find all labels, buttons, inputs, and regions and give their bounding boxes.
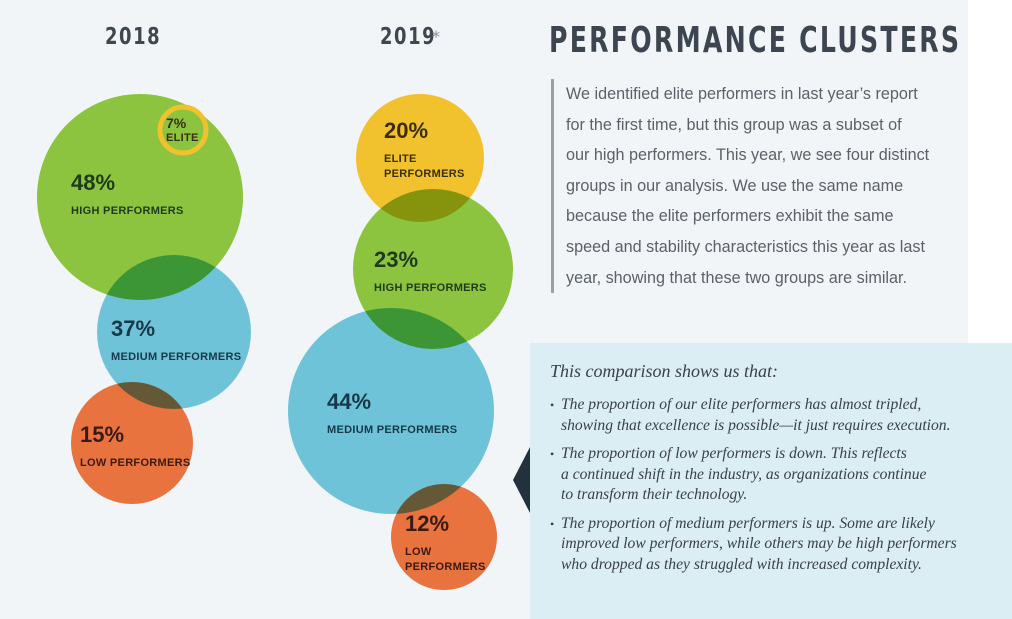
intro-line: because the elite performers exhibit the… [566, 207, 894, 226]
bubble-name-label: HIGH PERFORMERS [374, 282, 487, 294]
bubble-rings [157, 104, 209, 156]
bubble-low-2019 [391, 484, 497, 590]
intro-line: We identified elite performers in last y… [566, 85, 918, 103]
bubble-name-label: ELITE [384, 153, 417, 165]
callout-heading: This comparison shows us that: [550, 361, 779, 381]
year-label-2018: 2018 [105, 24, 162, 50]
bubble-value-label: 12% [405, 511, 449, 536]
bubble-low-2018 [71, 382, 193, 504]
bullet-icon: • [550, 447, 555, 461]
intro-line: year, showing that these two groups are … [566, 268, 908, 287]
page-title: PERFORMANCE CLUSTERS [549, 20, 962, 61]
intro-paragraph: We identified elite performers in last y… [551, 79, 956, 294]
callout-item-line: The proportion of low performers is down… [561, 445, 907, 462]
callout-item-line: to transform their technology. [561, 486, 748, 503]
bubble-high-2018 [37, 94, 243, 300]
bubble-name-label: LOW [405, 546, 432, 558]
bullet-icon: • [550, 398, 555, 412]
bubble-name-label: PERFORMERS [405, 561, 486, 573]
callout-item: • The proportion of low performers is do… [550, 444, 957, 506]
callout-item: • The proportion of medium performers is… [550, 514, 957, 576]
bubble-value-label: 23% [374, 247, 418, 272]
bubble-medium-2019 [288, 308, 494, 514]
callout-item-line: The proportion of our elite performers h… [561, 396, 922, 413]
bubble-value-label: 44% [327, 389, 371, 414]
callout-pointer-arrow [513, 447, 530, 513]
callout-item: • The proportion of our elite performers… [550, 395, 957, 436]
year-footnote-marker: * [432, 27, 440, 46]
year-label-2019: 2019 [380, 24, 437, 50]
bubble-name-label: LOW PERFORMERS [80, 457, 191, 469]
bubble-name-label: HIGH PERFORMERS [71, 205, 184, 217]
bubble-value-label: 37% [111, 316, 155, 341]
bubble-elite-ring-2018 [157, 104, 209, 156]
callout-item-line: showing that excellence is possible—it j… [561, 416, 951, 434]
bubble-value-label: 20% [384, 118, 428, 143]
intro-line: speed and stability characteristics this… [566, 237, 925, 256]
callout-item-line: improved low performers, while others ma… [561, 535, 957, 552]
bubble-value-label: 48% [71, 170, 115, 195]
callout-list: • The proportion of our elite performers… [550, 395, 957, 583]
bubble-name-label: MEDIUM PERFORMERS [327, 424, 457, 436]
intro-line: for the first time, but this group was a… [566, 115, 902, 134]
bubble-value-label: 7% [166, 115, 187, 131]
bubble-medium-2018 [97, 255, 251, 409]
bubble-name-label: MEDIUM PERFORMERS [111, 351, 241, 363]
callout-item-line: a continued shift in the industry, as or… [561, 465, 927, 483]
bubble-circles [37, 94, 513, 590]
bubble-value-label: 15% [80, 422, 124, 447]
bullet-icon: • [550, 516, 555, 531]
intro-line: groups in our analysis. We use the same … [566, 176, 904, 195]
intro-line: our high performers. This year, we see f… [566, 146, 930, 165]
comparison-callout: This comparison shows us that: • The pro… [530, 343, 1012, 619]
bubble-name-label: PERFORMERS [384, 168, 465, 180]
callout-item-line: The proportion of medium performers is u… [561, 514, 935, 532]
bubble-elite-2019 [356, 94, 484, 222]
bubble-name-label: ELITE [166, 132, 199, 144]
callout-item-line: who dropped as they struggled with incre… [561, 555, 922, 573]
